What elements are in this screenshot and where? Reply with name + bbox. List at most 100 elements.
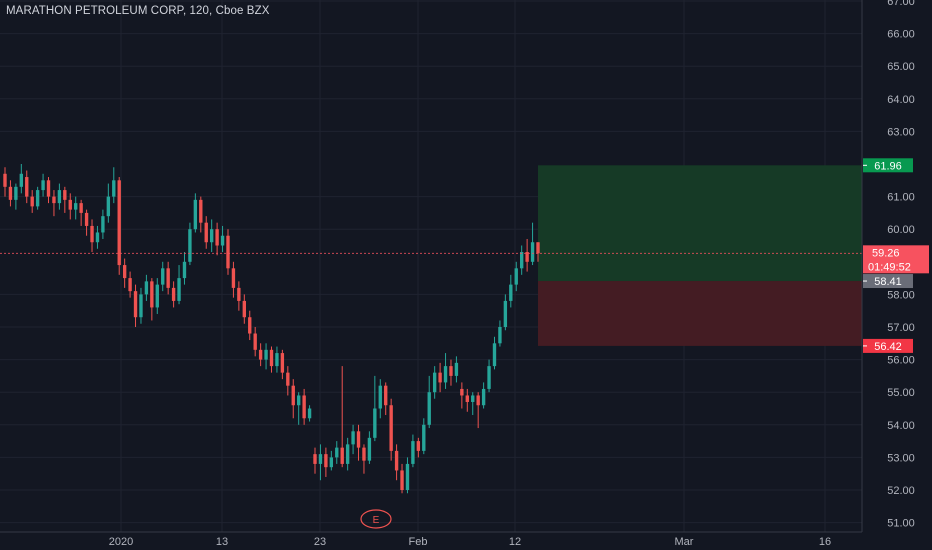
candle-body — [449, 366, 453, 376]
candle-body — [14, 186, 18, 200]
candle-body — [356, 431, 361, 448]
candle-body — [117, 180, 121, 266]
candle — [112, 167, 116, 204]
candle — [199, 196, 203, 233]
candle-body — [182, 261, 187, 279]
candle — [362, 444, 366, 474]
candle-body — [19, 173, 24, 187]
candle-body — [345, 444, 350, 464]
candle — [356, 424, 361, 461]
price-tick-label: 51.00 — [887, 518, 915, 530]
price-axis[interactable]: 67.00 66.00 65.00 64.00 63.00 61.00 60.00 58.00… — [887, 0, 915, 530]
time-axis[interactable]: 2020 13 23 Feb 12 Mar 16 — [109, 536, 831, 548]
candle — [237, 281, 241, 311]
candle — [481, 382, 486, 409]
candle — [530, 222, 535, 266]
candle — [438, 362, 442, 393]
candle-body — [465, 395, 469, 402]
loss-zone[interactable] — [538, 281, 862, 346]
candle-body — [481, 388, 486, 406]
candle — [30, 190, 34, 213]
price-tick-label: 58.00 — [887, 289, 915, 301]
candle-body — [340, 447, 344, 464]
candle — [204, 216, 208, 249]
countdown-label: 01:49:52 — [868, 261, 911, 273]
candle — [166, 261, 170, 295]
candle-body — [84, 212, 89, 226]
candle-body — [253, 333, 257, 350]
candle — [144, 274, 149, 301]
time-axis-background[interactable] — [0, 532, 932, 550]
candle-body — [8, 186, 13, 200]
candle-body — [416, 441, 421, 451]
candle — [427, 375, 431, 429]
candle-body — [3, 173, 7, 187]
candle-body — [133, 291, 138, 318]
candle — [432, 366, 437, 399]
candle — [280, 349, 285, 380]
candle-body — [280, 353, 285, 373]
candle-body — [231, 268, 236, 288]
candle — [503, 294, 508, 331]
candle-body — [215, 229, 219, 246]
candle-body — [46, 180, 51, 197]
candle-body — [269, 349, 274, 367]
candle-body — [204, 222, 208, 243]
candle-body — [487, 366, 491, 389]
candle-body — [335, 447, 339, 458]
price-axis-tags: 61.96 58.41 56.42 59.26 01:49:52 — [863, 158, 929, 353]
entry-tag-label: 58.41 — [874, 276, 902, 288]
candle — [253, 327, 257, 357]
time-tick-label: 13 — [216, 536, 228, 548]
candle — [454, 356, 459, 383]
chart-title: MARATHON PETROLEUM CORP, 120, Cboe BZX — [6, 5, 270, 17]
candle-body — [351, 431, 355, 445]
candle-body — [302, 395, 306, 419]
candle-body — [106, 196, 111, 217]
candle — [226, 229, 230, 275]
candle-body — [171, 287, 176, 301]
candle — [84, 209, 89, 236]
candle — [465, 388, 469, 412]
price-tick-label: 64.00 — [887, 94, 915, 106]
candle — [14, 183, 18, 210]
candle — [57, 183, 62, 210]
candle — [68, 193, 72, 220]
candle — [492, 336, 497, 370]
candle — [258, 343, 263, 367]
candle — [443, 353, 448, 389]
candle-body — [68, 199, 72, 210]
candle-body — [422, 424, 426, 451]
take-profit-tag-bg — [863, 158, 913, 173]
candle — [117, 177, 121, 275]
price-tick-label: 52.00 — [887, 485, 915, 497]
candle-body — [177, 278, 181, 301]
candle-body — [128, 278, 132, 292]
earnings-marker-ring — [360, 509, 392, 529]
candle — [269, 346, 274, 373]
candle-body — [525, 252, 529, 262]
candle — [525, 238, 529, 272]
candle — [63, 186, 67, 213]
profit-zone[interactable] — [538, 165, 862, 282]
candle-body — [454, 362, 459, 376]
candle-body — [79, 203, 83, 213]
candle-body — [101, 216, 105, 233]
candle — [264, 343, 268, 370]
candle — [19, 164, 24, 194]
candle-body — [258, 349, 263, 360]
candle — [128, 271, 132, 298]
candle-body — [139, 294, 143, 318]
candle-body — [74, 203, 78, 210]
candle — [150, 278, 154, 321]
last-price-tag: 59.26 01:49:52 — [863, 245, 929, 274]
candle-body — [193, 199, 198, 230]
price-tick-label: 63.00 — [887, 126, 915, 138]
time-tick-label: Mar — [675, 536, 694, 548]
earnings-marker[interactable]: E — [360, 509, 392, 529]
candle-body — [400, 470, 404, 490]
candle — [498, 320, 502, 347]
time-tick-label: 2020 — [109, 536, 133, 548]
take-profit-tag: 61.96 — [863, 158, 913, 173]
